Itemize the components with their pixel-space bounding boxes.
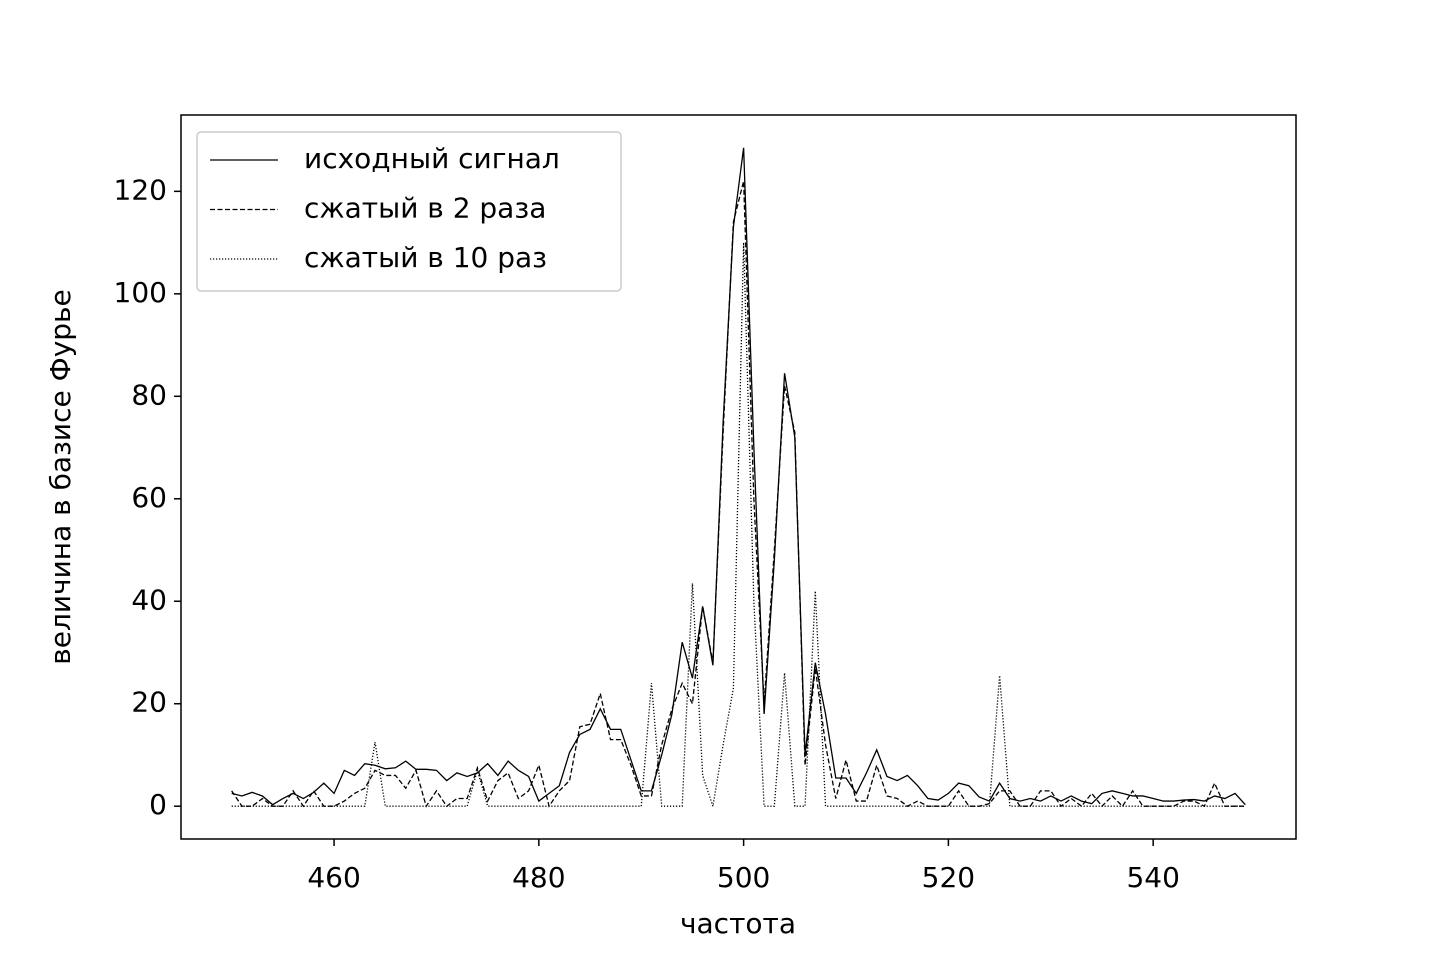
plot-frame (180, 114, 1297, 840)
y-tick-label: 120 (114, 173, 167, 206)
y-tick-label: 20 (131, 686, 167, 719)
y-tick-label: 60 (131, 481, 167, 514)
x-tick-label: 520 (922, 861, 975, 894)
x-tick-label: 540 (1126, 861, 1179, 894)
x-axis-label: частота (680, 907, 796, 940)
x-tick-label: 480 (512, 861, 565, 894)
legend-box (196, 131, 622, 292)
series-line (231, 180, 1246, 808)
x-tick-label: 460 (307, 861, 360, 894)
y-tick-label: 100 (114, 276, 167, 309)
y-tick-label: 0 (149, 788, 167, 821)
series-line (231, 242, 1246, 807)
y-tick-label: 80 (131, 378, 167, 411)
y-axis-label: величина в базисе Фурье (44, 289, 77, 665)
x-tick-label: 500 (717, 861, 770, 894)
series-line (231, 147, 1246, 806)
legend-label: исходный сигнал (304, 142, 560, 175)
legend-label: сжатый в 2 раза (304, 192, 546, 225)
y-tick-label: 40 (131, 583, 167, 616)
legend-label: сжатый в 10 раз (304, 241, 547, 274)
